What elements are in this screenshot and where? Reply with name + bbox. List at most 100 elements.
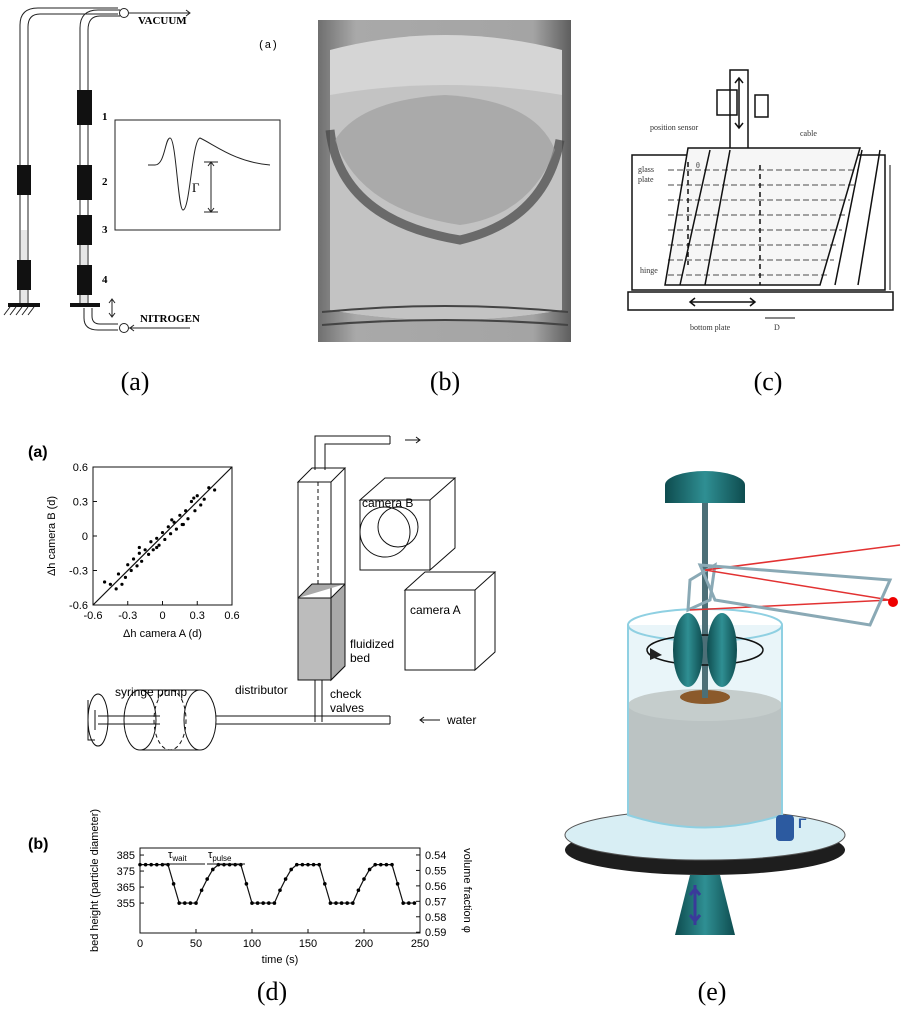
label: plate bbox=[638, 175, 654, 184]
point bbox=[189, 901, 193, 905]
gamma-marker bbox=[204, 162, 218, 212]
y2-tick-label: 0.56 bbox=[425, 881, 446, 893]
point bbox=[155, 537, 158, 540]
point bbox=[155, 546, 158, 549]
point bbox=[172, 521, 175, 524]
y2-tick-label: 0.57 bbox=[425, 896, 446, 908]
tag: (a) bbox=[258, 40, 278, 52]
point bbox=[190, 500, 193, 503]
caption: (b) bbox=[430, 367, 460, 396]
y-axis-label: bed height (particle diameter) bbox=[89, 809, 101, 952]
lens bbox=[378, 507, 418, 547]
point bbox=[193, 509, 196, 512]
x-tick-label: 200 bbox=[355, 938, 373, 950]
point bbox=[239, 863, 243, 867]
label: bed bbox=[350, 651, 370, 665]
point bbox=[120, 583, 123, 586]
label: hinge bbox=[640, 266, 658, 275]
point bbox=[368, 868, 372, 872]
cylinder bbox=[184, 690, 216, 750]
panel-e bbox=[540, 440, 900, 975]
station: 3 bbox=[102, 224, 108, 236]
valve bbox=[120, 324, 129, 333]
shaft bbox=[702, 500, 708, 698]
sensor-bands bbox=[8, 90, 100, 307]
point bbox=[103, 580, 106, 583]
point bbox=[109, 583, 112, 586]
y-tick-label: -0.3 bbox=[69, 566, 88, 578]
bed bbox=[298, 598, 331, 680]
point bbox=[211, 868, 215, 872]
panel-b bbox=[318, 20, 571, 342]
tau-subscript: wait bbox=[171, 854, 187, 863]
panel-d-apparatus bbox=[88, 436, 495, 750]
point bbox=[340, 901, 344, 905]
point bbox=[147, 553, 150, 556]
y2-tick-label: 0.58 bbox=[425, 912, 446, 924]
point bbox=[186, 517, 189, 520]
cylinder bbox=[124, 690, 156, 750]
label: position sensor bbox=[650, 123, 699, 132]
point bbox=[301, 863, 305, 867]
x-tick-label: 100 bbox=[243, 938, 261, 950]
point bbox=[267, 901, 271, 905]
arrow bbox=[420, 717, 440, 723]
point bbox=[124, 576, 127, 579]
point bbox=[284, 877, 288, 881]
x-tick-label: 0.3 bbox=[190, 610, 205, 622]
y-tick-label: 0.6 bbox=[73, 462, 88, 474]
camera-b bbox=[360, 478, 455, 570]
y-axis-label: Δh camera B (d) bbox=[46, 496, 58, 576]
y2-tick-label: 0.55 bbox=[425, 865, 446, 877]
point bbox=[135, 564, 138, 567]
point bbox=[289, 868, 293, 872]
point bbox=[161, 863, 165, 867]
y-tick-label: 375 bbox=[117, 866, 135, 878]
point bbox=[178, 514, 181, 517]
point bbox=[200, 888, 204, 892]
motor bbox=[665, 485, 745, 503]
point bbox=[175, 528, 178, 531]
nitrogen-label: NITROGEN bbox=[140, 313, 200, 325]
tube-left bbox=[20, 8, 118, 305]
point bbox=[182, 523, 185, 526]
point bbox=[312, 863, 316, 867]
inset-box bbox=[115, 120, 280, 230]
station: 2 bbox=[102, 176, 108, 188]
point bbox=[172, 882, 176, 886]
cylinder bbox=[154, 690, 186, 750]
y-tick-label: -0.6 bbox=[69, 600, 88, 612]
point bbox=[155, 863, 159, 867]
caption: (e) bbox=[698, 977, 727, 1006]
point bbox=[256, 901, 260, 905]
spot bbox=[888, 597, 898, 607]
point bbox=[213, 488, 216, 491]
sensor bbox=[717, 90, 737, 115]
vacuum-label: VACUUM bbox=[138, 15, 187, 27]
x-tick-label: 0 bbox=[137, 938, 143, 950]
point bbox=[199, 503, 202, 506]
flange bbox=[88, 694, 108, 746]
point bbox=[207, 486, 210, 489]
point bbox=[396, 882, 400, 886]
point bbox=[413, 901, 417, 905]
point bbox=[140, 560, 143, 563]
x-axis-label: Δh camera A (d) bbox=[123, 628, 202, 640]
point bbox=[167, 525, 170, 528]
glass-plate bbox=[665, 148, 860, 285]
annotation: τwait bbox=[168, 849, 187, 863]
point bbox=[329, 901, 333, 905]
point bbox=[138, 546, 141, 549]
y-tick-label: 355 bbox=[117, 898, 135, 910]
point bbox=[138, 552, 141, 555]
station: 1 bbox=[102, 111, 108, 123]
bottom-plate bbox=[628, 292, 893, 310]
label: distributor bbox=[235, 683, 288, 697]
point bbox=[152, 548, 155, 551]
point bbox=[250, 901, 254, 905]
cylinder bbox=[140, 690, 200, 750]
point bbox=[183, 901, 187, 905]
point bbox=[222, 863, 226, 867]
tau-subscript: pulse bbox=[212, 854, 232, 863]
caption: (a) bbox=[121, 367, 150, 396]
